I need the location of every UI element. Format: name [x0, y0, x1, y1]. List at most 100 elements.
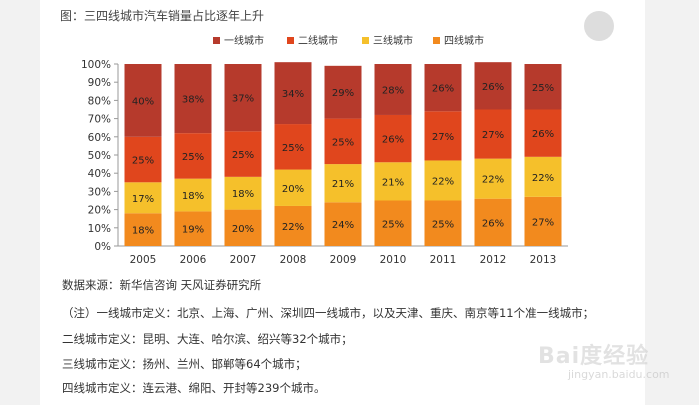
data-label: 28% [382, 85, 404, 96]
legend-swatch [362, 37, 369, 44]
note-line: 四线城市定义：连云港、绵阳、开封等239个城市。 [62, 381, 326, 395]
data-label: 27% [482, 130, 504, 141]
bar-segment [274, 205, 312, 246]
data-label: 21% [382, 177, 404, 188]
data-label: 19% [182, 225, 204, 236]
data-label: 25% [332, 137, 354, 148]
bar-segment [324, 202, 362, 246]
y-tick-label: 50% [88, 150, 111, 162]
bar-segment [424, 64, 462, 112]
y-tick-label: 100% [81, 59, 111, 71]
bar-segment [524, 196, 562, 246]
bar-segment [224, 209, 262, 246]
data-label: 26% [482, 218, 504, 229]
y-tick-label: 80% [88, 95, 111, 107]
y-tick-label: 90% [88, 77, 111, 89]
bar-segment [124, 213, 162, 246]
right-margin-band [645, 0, 699, 405]
data-source: 数据来源：新华信咨询 天风证券研究所 [62, 278, 262, 292]
baidu-watermark: Bai度经验 jingyan.baidu.com [538, 338, 670, 388]
note-line: 二线城市定义：昆明、大连、哈尔滨、绍兴等32个城市； [62, 332, 353, 346]
bar-segment [524, 64, 562, 110]
x-tick-label: 2008 [280, 254, 307, 266]
data-label: 26% [382, 135, 404, 146]
data-label: 26% [432, 84, 454, 95]
data-label: 25% [282, 143, 304, 154]
bar-segment [474, 198, 512, 246]
y-tick-label: 70% [88, 114, 111, 126]
data-label: 25% [432, 219, 454, 230]
bar-segment [174, 211, 212, 246]
data-label: 37% [232, 94, 254, 105]
bar-segment [224, 64, 262, 132]
data-label: 34% [282, 89, 304, 100]
bar-segment [174, 133, 212, 179]
bar-segment [124, 182, 162, 214]
x-tick-label: 2009 [330, 254, 357, 266]
data-label: 18% [232, 189, 254, 200]
bar-segment [174, 178, 212, 212]
bar-segment [124, 64, 162, 137]
data-label: 20% [282, 184, 304, 195]
data-label: 17% [132, 194, 154, 205]
bar-segment [374, 114, 412, 163]
data-label: 21% [332, 179, 354, 190]
bar-segment [174, 64, 212, 134]
x-tick-label: 2006 [180, 254, 207, 266]
x-tick-label: 2005 [130, 254, 157, 266]
data-label: 20% [232, 224, 254, 235]
circle-button[interactable] [584, 11, 614, 41]
bar-segment [474, 62, 512, 110]
data-label: 25% [382, 219, 404, 230]
legend-entry: 一线城市 [224, 34, 264, 47]
legend-swatch [287, 37, 294, 44]
bar-segment [424, 111, 462, 161]
data-label: 27% [532, 217, 554, 228]
legend-swatch [213, 37, 220, 44]
bar-segment [324, 118, 362, 165]
bar-segment [124, 136, 162, 183]
bar-segment [374, 64, 412, 115]
note-line: （注）一线城市定义：北京、上海、广州、深圳四一线城市，以及天津、重庆、南京等11… [62, 306, 595, 320]
bar-segment [274, 169, 312, 206]
bar-segment [274, 62, 312, 125]
bar-segment [224, 131, 262, 177]
bar-segment [474, 109, 512, 159]
x-tick-label: 2007 [230, 254, 257, 266]
data-label: 18% [132, 226, 154, 237]
figure-title: 图：三四线城市汽车销量占比逐年上升 [60, 9, 265, 23]
x-tick-label: 2012 [480, 254, 507, 266]
watermark-logo-text: Bai度经验 [538, 344, 650, 369]
x-tick-label: 2013 [530, 254, 557, 266]
bar-segment [374, 162, 412, 201]
note-line: 三线城市定义：扬州、兰州、邯郸等64个城市； [62, 357, 307, 371]
bar-segment [224, 176, 262, 210]
y-tick-label: 60% [88, 132, 111, 144]
legend-entry: 二线城市 [298, 34, 338, 47]
data-label: 22% [282, 222, 304, 233]
left-margin-band [0, 0, 40, 405]
stacked-bar-chart: 0% 10% 20% 30% 40% 50% 60% 70% 80% 90% 100% 18% 17% 2… [81, 34, 568, 266]
x-tick-label: 2010 [380, 254, 407, 266]
y-tick-label: 20% [88, 205, 111, 217]
data-label: 26% [482, 82, 504, 93]
data-label: 25% [532, 83, 554, 94]
bar-segment [324, 164, 362, 203]
legend-entry: 四线城市 [444, 34, 484, 47]
data-label: 38% [182, 95, 204, 106]
bar-segment [524, 156, 562, 197]
data-label: 22% [432, 176, 454, 187]
data-label: 27% [432, 132, 454, 143]
data-label: 25% [132, 156, 154, 167]
data-label: 22% [482, 175, 504, 186]
data-label: 18% [182, 191, 204, 202]
bar-segment [374, 200, 412, 246]
bar-segment [424, 160, 462, 201]
data-label: 22% [532, 173, 554, 184]
data-label: 40% [132, 96, 154, 107]
bar-segment [474, 158, 512, 199]
legend-swatch [433, 37, 440, 44]
legend-entry: 三线城市 [373, 34, 413, 47]
y-tick-label: 30% [88, 186, 111, 198]
bar-segment [524, 109, 562, 157]
